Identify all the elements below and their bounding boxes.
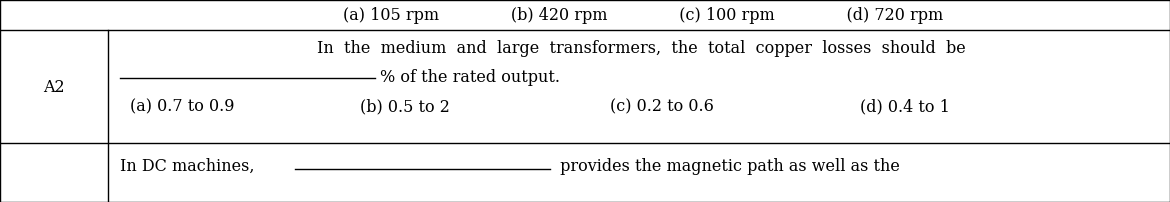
Text: (b) 0.5 to 2: (b) 0.5 to 2	[360, 98, 450, 115]
Text: (a) 105 rpm              (b) 420 rpm              (c) 100 rpm              (d) 7: (a) 105 rpm (b) 420 rpm (c) 100 rpm (d) …	[343, 6, 944, 23]
Text: In DC machines,: In DC machines,	[121, 158, 270, 175]
Text: % of the rated output.: % of the rated output.	[380, 69, 560, 86]
Text: (d) 0.4 to 1: (d) 0.4 to 1	[860, 98, 950, 115]
Text: provides the magnetic path as well as the: provides the magnetic path as well as th…	[555, 158, 900, 175]
Text: (a) 0.7 to 0.9: (a) 0.7 to 0.9	[130, 98, 234, 115]
Text: A2: A2	[43, 79, 64, 96]
Text: (c) 0.2 to 0.6: (c) 0.2 to 0.6	[610, 98, 714, 115]
Text: In  the  medium  and  large  transformers,  the  total  copper  losses  should  : In the medium and large transformers, th…	[317, 40, 965, 57]
